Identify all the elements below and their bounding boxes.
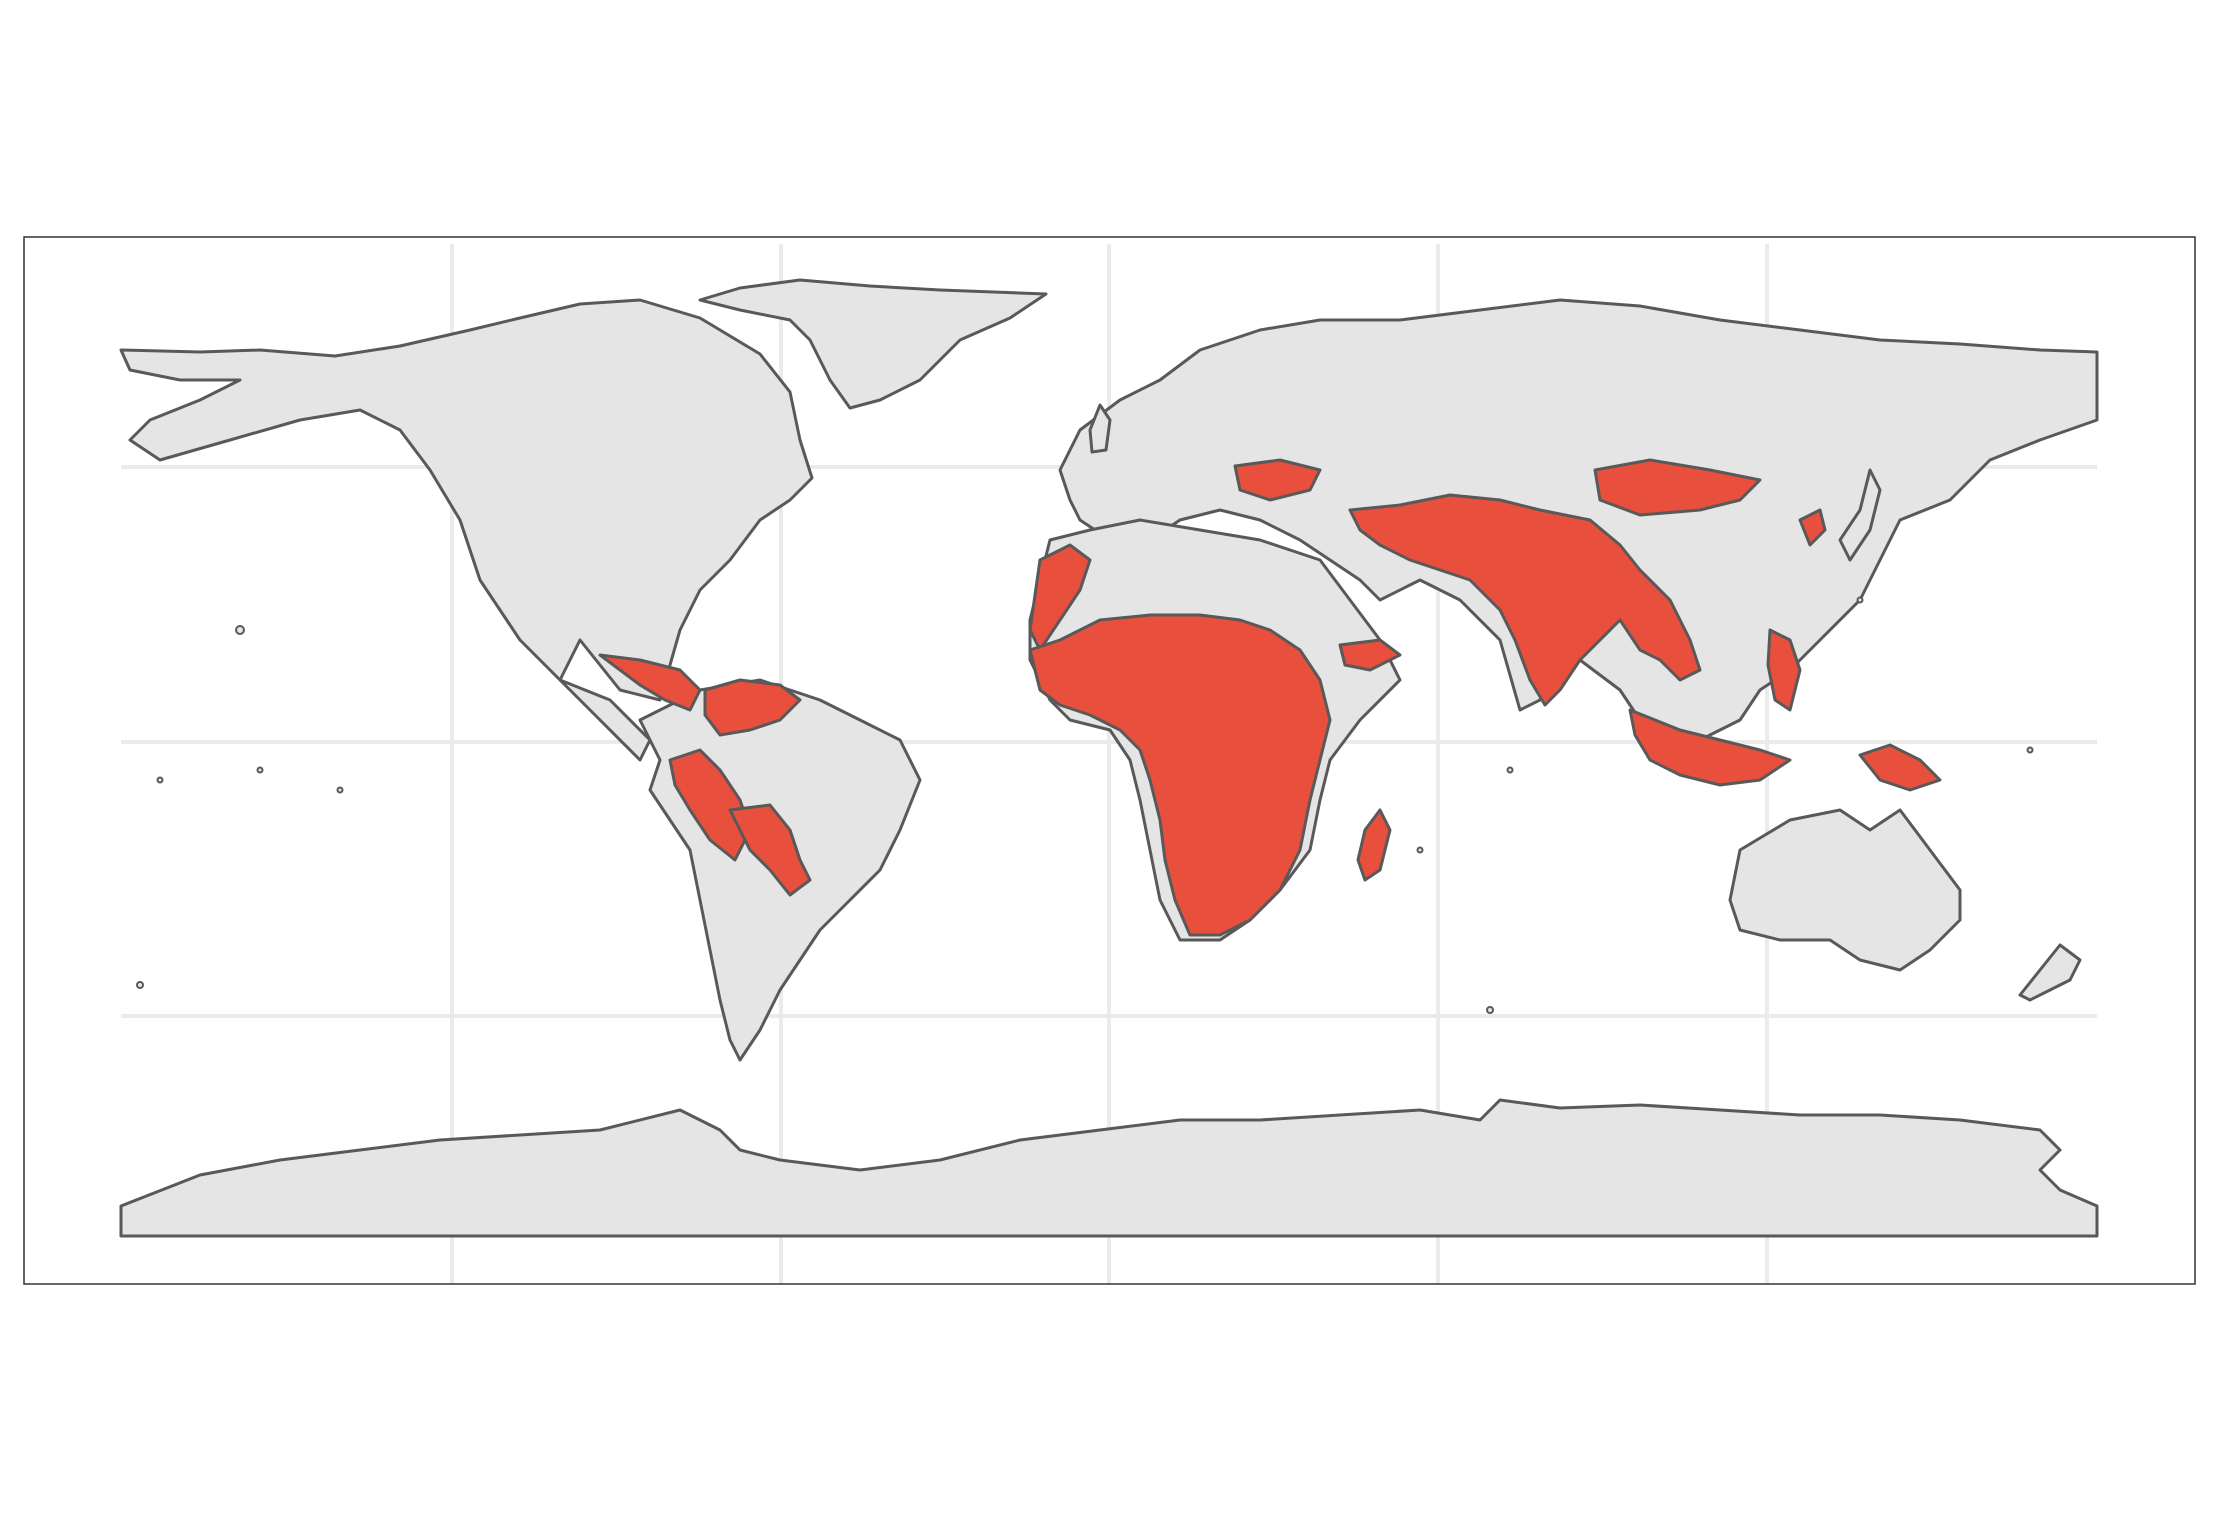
island <box>156 776 164 784</box>
greenland <box>698 278 1048 410</box>
region-papua-new-guinea <box>1858 743 1942 792</box>
region-central-america <box>598 653 702 712</box>
region-venezuela-colombia <box>703 678 802 737</box>
japan <box>1838 468 1882 562</box>
great-britain <box>1088 403 1112 454</box>
region-ukraine <box>1233 458 1322 502</box>
region-philippines <box>1766 628 1802 712</box>
region-madagascar <box>1356 808 1392 882</box>
island <box>1506 766 1514 774</box>
region-indonesia <box>1628 708 1792 787</box>
region-sahel-and-central-africa <box>1028 613 1332 937</box>
island <box>1856 596 1864 604</box>
region-northwest-africa <box>1028 543 1092 652</box>
panel-border <box>23 236 2196 1285</box>
new-zealand <box>2018 943 2082 1002</box>
island <box>256 766 264 774</box>
region-mongolia <box>1593 458 1762 517</box>
antarctica <box>119 1098 2099 1238</box>
highlighted-regions <box>598 458 1942 937</box>
island <box>336 786 344 794</box>
island <box>2026 746 2034 754</box>
region-iran-to-india <box>1348 493 1702 707</box>
region-peru-ecuador <box>668 748 752 862</box>
region-north-korea <box>1798 508 1827 547</box>
islands <box>136 596 2034 1014</box>
island <box>235 625 245 635</box>
island <box>136 981 144 989</box>
australia <box>1728 808 1962 972</box>
region-yemen <box>1338 638 1402 672</box>
island <box>1416 846 1424 854</box>
region-bolivia-paraguay <box>728 803 812 897</box>
island <box>1486 1006 1494 1014</box>
north-america <box>119 298 814 762</box>
